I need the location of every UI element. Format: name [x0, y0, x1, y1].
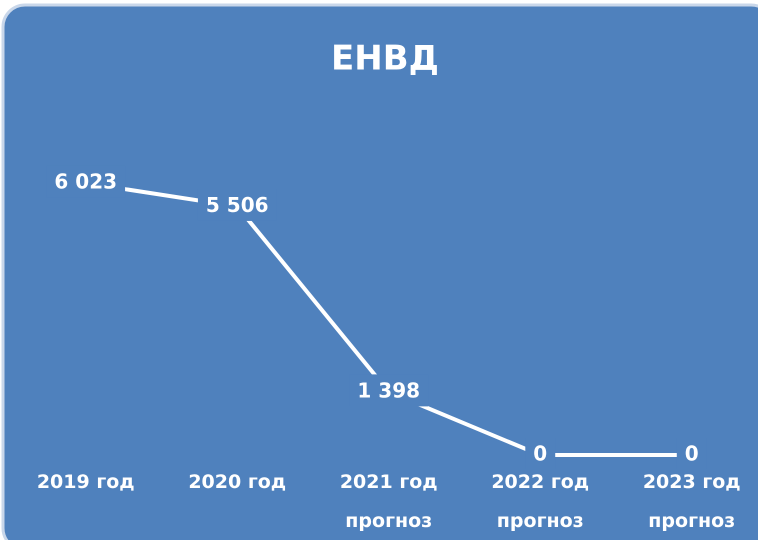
- label-bg: [525, 437, 556, 470]
- data-label: 0: [685, 442, 699, 466]
- x-tick-label: 2020 год: [188, 471, 287, 493]
- label-bg: [197, 188, 277, 221]
- data-label: 6 023: [54, 170, 117, 194]
- panel: [1, 3, 758, 540]
- label-bg: [349, 374, 429, 407]
- chart-title: ЕНВД: [331, 39, 439, 79]
- data-label: 1 398: [357, 378, 420, 402]
- x-tick-label: 2021 год прогноз: [339, 471, 438, 532]
- label-bg: [676, 437, 707, 470]
- data-label: 0: [533, 442, 547, 466]
- x-tick-label: 2023 год прогноз: [642, 471, 741, 532]
- x-tick-label: 2019 год: [36, 471, 135, 493]
- data-label: 5 506: [206, 193, 269, 217]
- label-bg: [46, 165, 126, 198]
- x-tick-label: 2022 год прогноз: [491, 471, 590, 532]
